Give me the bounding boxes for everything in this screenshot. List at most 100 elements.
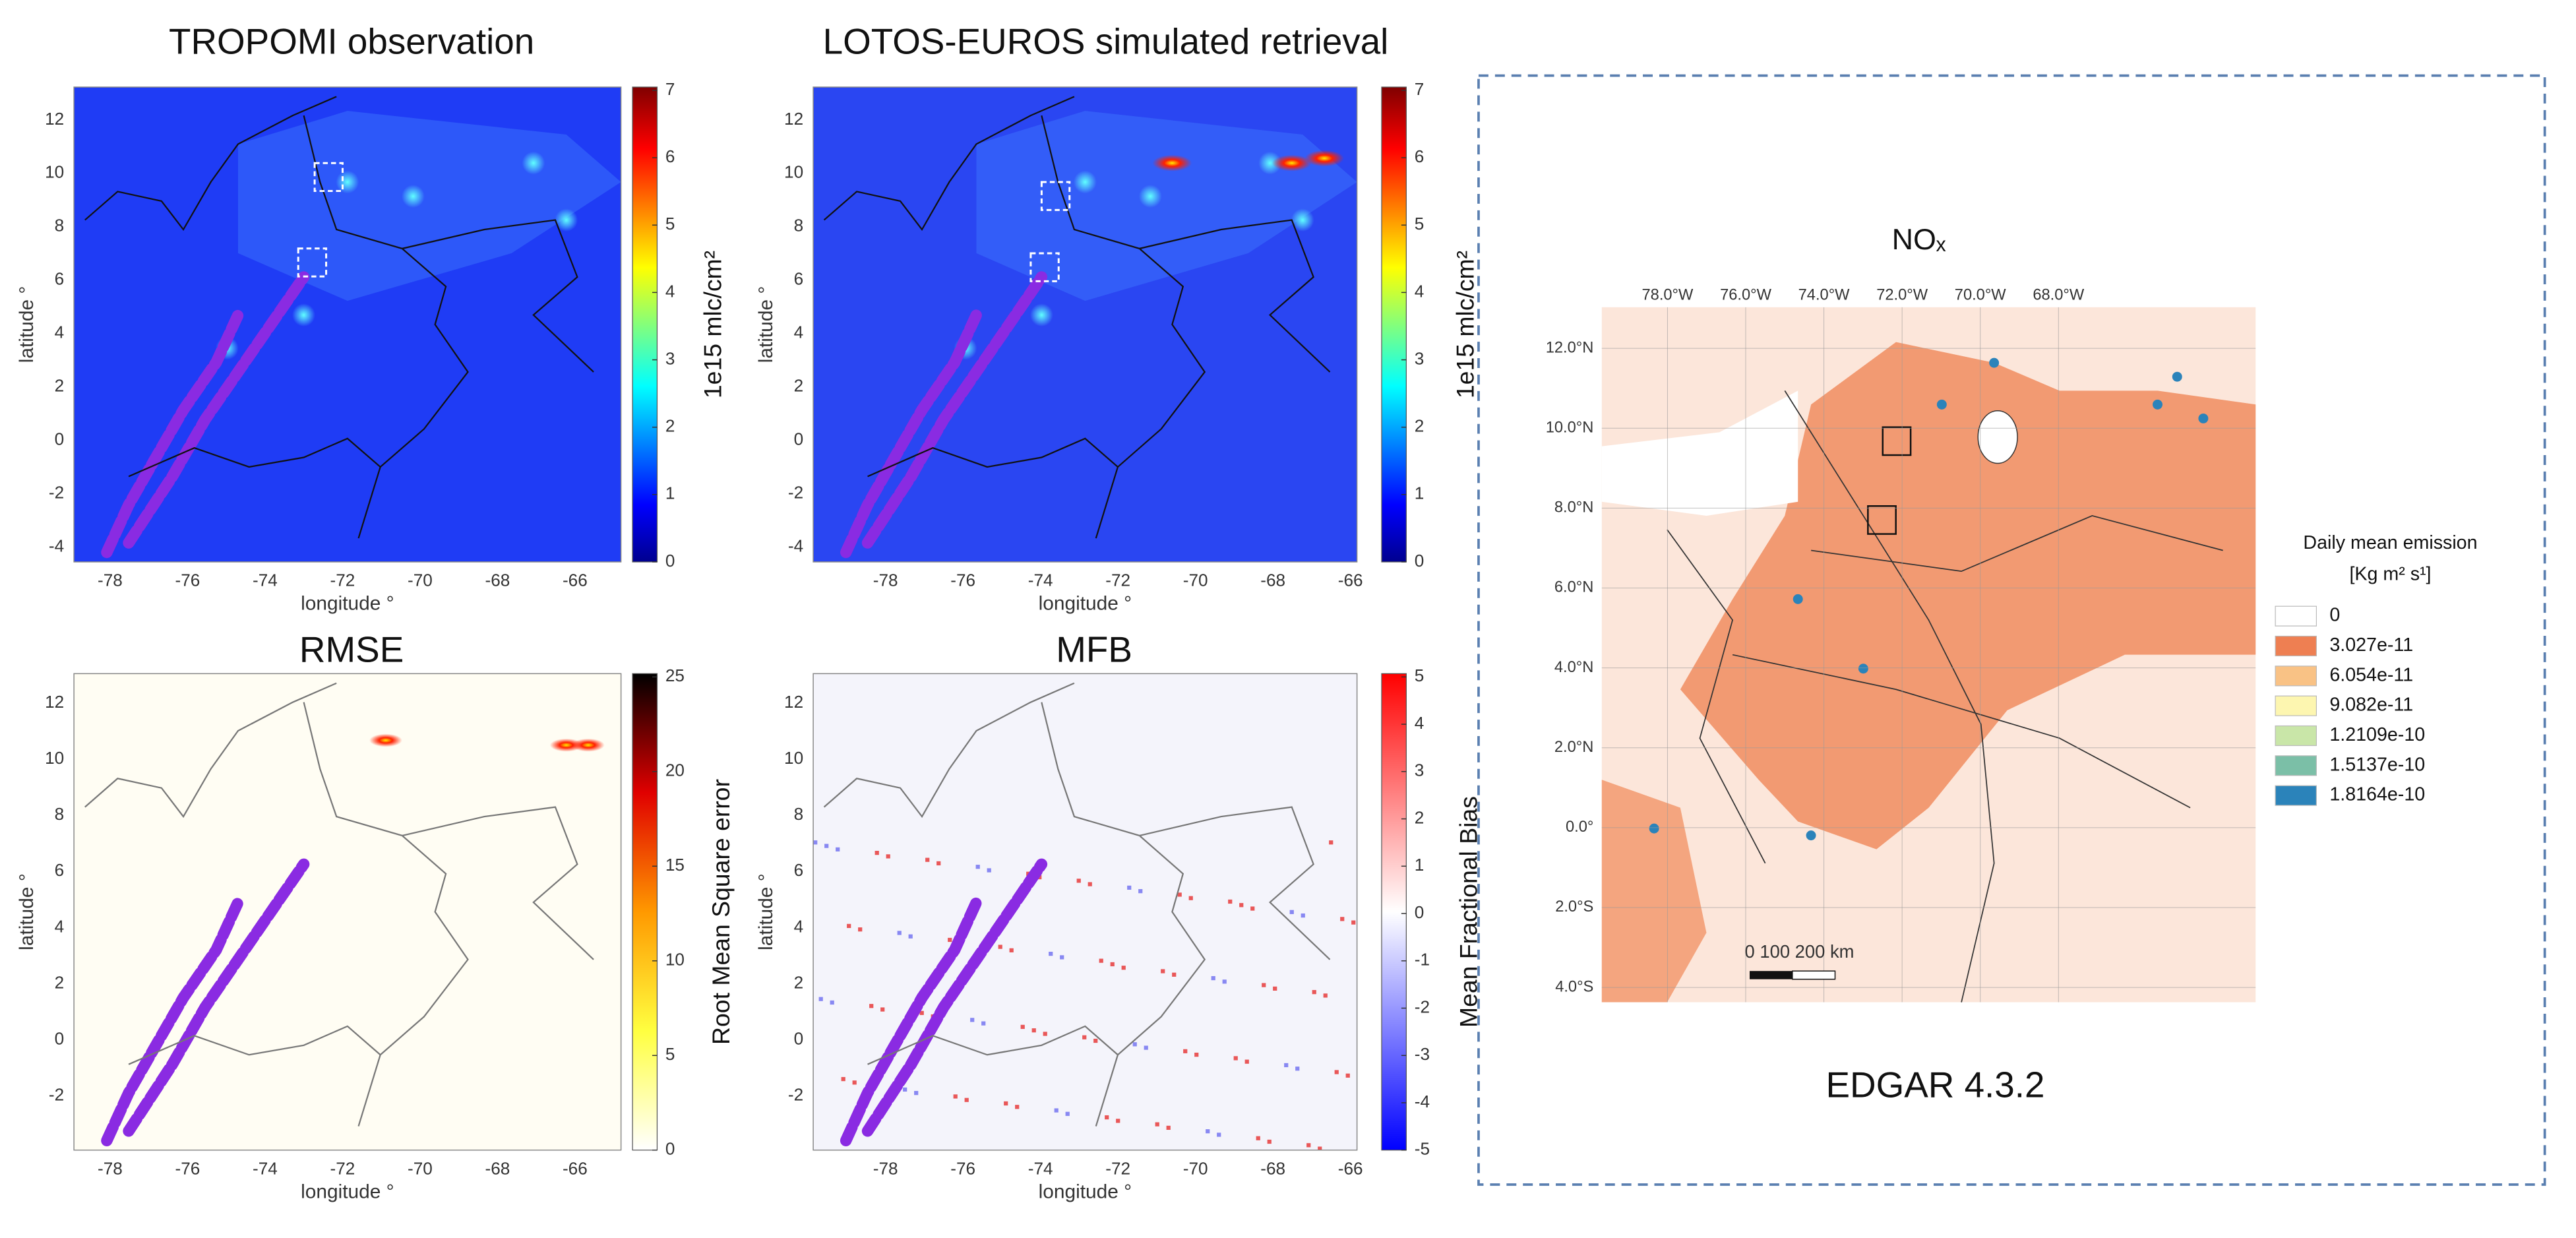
noise bbox=[1138, 889, 1143, 894]
noise bbox=[1273, 986, 1277, 991]
x-tick-label: -74 bbox=[253, 1159, 278, 1179]
noise bbox=[1177, 892, 1182, 897]
colorbar-tick-label: -2 bbox=[1415, 997, 1430, 1016]
noise bbox=[1132, 1042, 1137, 1047]
x-tick-label: -72 bbox=[330, 571, 355, 590]
emission-hotspot bbox=[1936, 399, 1947, 410]
x-tick-label: -78 bbox=[873, 571, 898, 590]
noise bbox=[1262, 983, 1266, 987]
noise bbox=[975, 865, 980, 869]
noise bbox=[1183, 1049, 1188, 1053]
andes-gap bbox=[123, 271, 310, 549]
x-tick-label: -68 bbox=[1260, 1159, 1285, 1179]
lat-label: 2.0°S bbox=[1555, 898, 1593, 915]
legend-swatch bbox=[2275, 785, 2317, 806]
colorbar-label: 1e15 mlc/cm² bbox=[699, 251, 727, 398]
noise bbox=[970, 1018, 975, 1022]
emission-land bbox=[1601, 780, 1707, 1003]
map-frame bbox=[813, 673, 1358, 1151]
y-tick-label: 4 bbox=[794, 323, 804, 342]
border-line bbox=[823, 96, 1075, 232]
emission-hotspot bbox=[1806, 830, 1816, 841]
colorbar-tick-label: 0 bbox=[1415, 902, 1425, 922]
border-line bbox=[1811, 515, 2223, 573]
legend-label: 6.054e-11 bbox=[2329, 664, 2413, 685]
noise bbox=[1099, 958, 1103, 963]
colorbar bbox=[632, 673, 658, 1151]
noise bbox=[936, 861, 941, 866]
hotspot bbox=[1138, 185, 1162, 208]
colorbar-tick-label: 10 bbox=[665, 950, 685, 970]
noise bbox=[981, 1021, 986, 1026]
noise bbox=[847, 923, 851, 929]
colorbar-tick-label: 7 bbox=[665, 79, 675, 99]
colorbar-label: Root Mean Square error bbox=[707, 779, 735, 1045]
x-axis-label: longitude ° bbox=[301, 593, 394, 615]
lake bbox=[1977, 410, 2018, 464]
noise bbox=[1318, 1146, 1322, 1150]
y-tick-label: 6 bbox=[55, 269, 65, 289]
y-tick-label: 12 bbox=[45, 109, 64, 129]
noise bbox=[841, 1076, 845, 1082]
y-tick-label: 12 bbox=[784, 109, 803, 129]
y-tick-label: -2 bbox=[788, 1084, 803, 1104]
legend-label: 1.8164e-10 bbox=[2329, 784, 2425, 805]
noise bbox=[1206, 1129, 1210, 1134]
colorbar-tick-label: -5 bbox=[1415, 1139, 1430, 1159]
border-line bbox=[128, 437, 381, 478]
x-tick-label: -76 bbox=[175, 571, 200, 590]
noise bbox=[1105, 1115, 1109, 1120]
y-tick-label: 2 bbox=[794, 972, 804, 992]
hotspot bbox=[1029, 303, 1053, 327]
border-line bbox=[1667, 529, 1766, 864]
colorbar-tick-label: 6 bbox=[665, 146, 675, 166]
x-tick-label: -78 bbox=[98, 571, 123, 590]
border-line bbox=[84, 96, 337, 232]
legend-unit: [Kg m² s¹] bbox=[2349, 563, 2431, 584]
y-axis-label: latitude ° bbox=[16, 873, 38, 950]
hotspot bbox=[401, 185, 425, 208]
x-tick-label: -72 bbox=[330, 1159, 355, 1179]
study-box bbox=[297, 247, 328, 278]
noise bbox=[874, 850, 879, 855]
border-line bbox=[867, 437, 1119, 478]
scale-label: 0 100 200 km bbox=[1745, 941, 1855, 962]
noise bbox=[824, 844, 829, 848]
legend-swatch bbox=[2275, 725, 2317, 747]
legend-swatch bbox=[2275, 695, 2317, 716]
lat-label: 12.0°N bbox=[1546, 339, 1594, 356]
noise bbox=[1043, 1032, 1047, 1036]
noise bbox=[1345, 1073, 1350, 1078]
noise bbox=[1088, 882, 1092, 886]
border-line bbox=[84, 682, 337, 819]
hotspot bbox=[1304, 150, 1345, 167]
hotspot bbox=[1258, 151, 1282, 175]
legend-label: 1.5137e-10 bbox=[2329, 754, 2425, 775]
noise bbox=[897, 931, 902, 935]
noise bbox=[1054, 1108, 1058, 1113]
border-line bbox=[402, 219, 594, 373]
y-axis-label: latitude ° bbox=[755, 873, 777, 950]
map-background bbox=[74, 673, 621, 1150]
legend-swatch bbox=[2275, 665, 2317, 687]
map-frame bbox=[73, 86, 622, 563]
legend-swatch bbox=[2275, 635, 2317, 657]
y-axis-label: latitude ° bbox=[16, 286, 38, 363]
y-tick-label: 6 bbox=[794, 269, 804, 289]
y-tick-label: -2 bbox=[788, 482, 803, 502]
edgar-frame bbox=[1477, 74, 2546, 1186]
emission-hotspot bbox=[1989, 357, 2000, 368]
noise bbox=[919, 1010, 924, 1015]
y-tick-label: 2 bbox=[55, 972, 65, 992]
lon-label: 72.0°W bbox=[1876, 287, 1928, 304]
colorbar bbox=[1381, 86, 1407, 563]
noise bbox=[869, 1004, 874, 1008]
hotspot bbox=[369, 733, 402, 747]
noise bbox=[1161, 969, 1165, 974]
andes-gap bbox=[123, 858, 310, 1137]
border-line bbox=[823, 682, 1075, 819]
y-tick-label: 12 bbox=[45, 692, 64, 712]
y-tick-label: 0 bbox=[794, 429, 804, 449]
legend-swatch bbox=[2275, 605, 2317, 627]
